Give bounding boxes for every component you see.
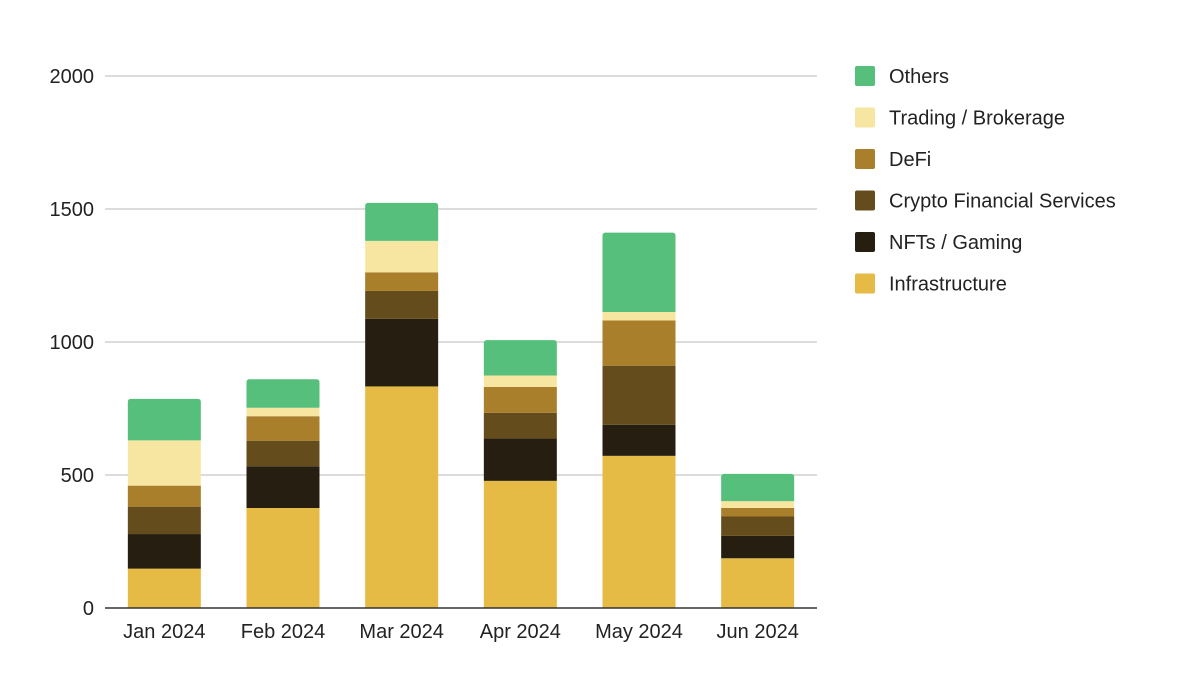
bar-others-feb-2024 <box>246 379 320 408</box>
bar-nfts-gaming-apr-2024 <box>483 438 557 481</box>
bar-defi-mar-2024 <box>365 272 439 291</box>
bar-crypto-financial-services-apr-2024 <box>483 412 557 439</box>
gridlines <box>105 75 817 476</box>
y-axis: 0 500 1000 1500 2000 <box>50 66 95 620</box>
x-tick-label: Mar 2024 <box>359 621 444 643</box>
bar-infrastructure-jun-2024 <box>721 558 795 608</box>
bar-others-may-2024 <box>602 232 676 312</box>
bar-infrastructure-mar-2024 <box>365 386 439 608</box>
legend-label: DeFi <box>889 149 931 171</box>
bar-others-mar-2024 <box>365 202 439 241</box>
legend-swatch <box>855 190 875 211</box>
bar-trading-brokerage-jan-2024 <box>127 440 201 486</box>
legend-label: Infrastructure <box>889 274 1007 296</box>
bar-stack-apr-2024 <box>483 340 557 608</box>
legend-label: Crypto Financial Services <box>889 191 1116 213</box>
y-tick-label: 1500 <box>50 199 95 221</box>
legend-swatch <box>855 66 875 86</box>
y-tick-label: 1000 <box>50 332 95 354</box>
bar-nfts-gaming-may-2024 <box>602 424 676 456</box>
bar-crypto-financial-services-may-2024 <box>602 365 676 425</box>
bar-others-jun-2024 <box>721 473 795 502</box>
bar-nfts-gaming-jan-2024 <box>127 534 201 569</box>
bar-defi-apr-2024 <box>483 386 557 413</box>
bar-crypto-financial-services-jan-2024 <box>127 506 201 535</box>
legend-label: Others <box>889 66 949 88</box>
bar-trading-brokerage-may-2024 <box>602 311 676 321</box>
bar-stack-jun-2024 <box>721 473 795 608</box>
bar-nfts-gaming-feb-2024 <box>246 466 320 508</box>
x-tick-label: Feb 2024 <box>241 621 326 643</box>
x-tick-label: Apr 2024 <box>480 621 561 643</box>
bar-nfts-gaming-mar-2024 <box>365 318 439 387</box>
x-axis: Jan 2024 Feb 2024 Mar 2024 Apr 2024 May 2024… <box>123 621 799 643</box>
bar-stack-may-2024 <box>602 232 676 608</box>
bar-stack-mar-2024 <box>365 202 439 608</box>
y-tick-label: 0 <box>83 598 94 620</box>
legend-swatch <box>855 232 875 252</box>
bar-crypto-financial-services-feb-2024 <box>246 440 320 467</box>
legend-swatch <box>855 107 875 128</box>
legend-item-others: Others <box>855 66 949 88</box>
bar-defi-jun-2024 <box>721 507 795 517</box>
bar-trading-brokerage-apr-2024 <box>483 375 557 387</box>
bar-stack-feb-2024 <box>246 379 320 608</box>
legend-item-trading-brokerage: Trading / Brokerage <box>855 107 1065 130</box>
bar-infrastructure-jan-2024 <box>127 568 201 608</box>
x-tick-label: Jan 2024 <box>123 621 205 643</box>
legend-item-nfts-gaming: NFTs / Gaming <box>855 232 1022 254</box>
y-tick-label: 500 <box>61 465 94 487</box>
legend: Others Trading / Brokerage DeFi Crypto Fina… <box>855 66 1116 296</box>
bar-nfts-gaming-jun-2024 <box>721 535 795 559</box>
bar-trading-brokerage-mar-2024 <box>365 240 439 273</box>
legend-label: Trading / Brokerage <box>889 108 1065 130</box>
bar-others-jan-2024 <box>127 398 201 441</box>
legend-item-infrastructure: Infrastructure <box>855 273 1007 296</box>
bar-crypto-financial-services-jun-2024 <box>721 516 795 536</box>
bar-defi-may-2024 <box>602 320 676 366</box>
y-tick-label: 2000 <box>50 66 95 88</box>
bar-stack-jan-2024 <box>127 398 201 608</box>
bars <box>127 202 795 608</box>
bar-defi-jan-2024 <box>127 485 201 507</box>
x-tick-label: May 2024 <box>595 621 683 643</box>
legend-item-defi: DeFi <box>855 149 931 171</box>
legend-swatch <box>855 149 875 169</box>
bar-infrastructure-feb-2024 <box>246 507 320 608</box>
legend-label: NFTs / Gaming <box>889 232 1022 254</box>
bar-infrastructure-may-2024 <box>602 455 676 608</box>
bar-trading-brokerage-jun-2024 <box>721 501 795 508</box>
bar-infrastructure-apr-2024 <box>483 480 557 608</box>
legend-swatch <box>855 273 875 294</box>
bar-crypto-financial-services-mar-2024 <box>365 290 439 319</box>
x-tick-label: Jun 2024 <box>717 621 799 643</box>
legend-item-crypto-financial-services: Crypto Financial Services <box>855 190 1116 213</box>
bar-others-apr-2024 <box>483 340 557 376</box>
bar-defi-feb-2024 <box>246 416 320 441</box>
bar-trading-brokerage-feb-2024 <box>246 407 320 417</box>
